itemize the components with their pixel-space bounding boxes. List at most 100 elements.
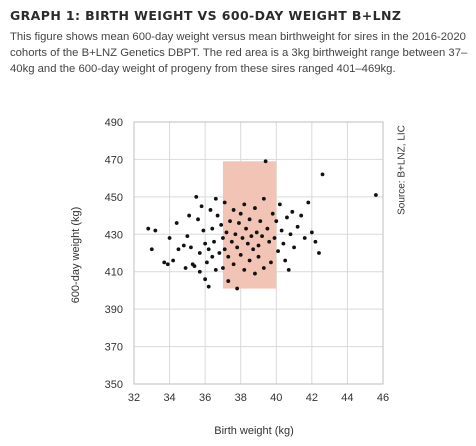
data-point: [247, 258, 252, 263]
y-tick-label: 350: [105, 379, 123, 391]
data-point: [276, 249, 280, 254]
data-point: [292, 245, 296, 250]
data-point: [176, 247, 181, 252]
data-point: [153, 228, 158, 233]
data-point: [235, 286, 240, 291]
data-point: [317, 251, 321, 255]
data-point: [183, 266, 188, 270]
y-tick-label: 470: [105, 154, 123, 166]
data-point: [238, 252, 243, 257]
data-point: [219, 223, 224, 227]
data-point: [242, 202, 247, 207]
plot-border: [133, 121, 384, 385]
data-point: [265, 226, 270, 231]
data-point: [187, 213, 192, 218]
data-point: [269, 260, 273, 265]
data-point: [244, 226, 248, 231]
data-point: [146, 226, 151, 231]
x-tick-label: 40: [270, 392, 282, 404]
data-point: [256, 254, 261, 259]
x-axis-ticks: 32 34 36 38 40 42 44 46: [128, 392, 389, 404]
data-point: [205, 260, 209, 265]
data-point: [228, 219, 232, 224]
y-tick-label: 450: [105, 192, 123, 204]
data-point: [233, 232, 238, 237]
data-point: [221, 236, 225, 240]
data-point: [253, 271, 257, 276]
data-point: [221, 266, 225, 270]
data-point: [224, 230, 229, 235]
data-point: [288, 232, 293, 237]
data-point: [196, 217, 200, 222]
data-point: [373, 193, 378, 197]
data-point: [263, 159, 268, 164]
data-point: [171, 258, 176, 263]
data-point: [270, 211, 275, 216]
data-point: [237, 221, 241, 225]
data-point: [215, 213, 220, 218]
data-point: [201, 228, 206, 233]
data-point: [210, 254, 215, 259]
data-point: [267, 239, 272, 244]
data-point: [238, 211, 243, 216]
data-point: [247, 217, 252, 222]
data-point: [242, 267, 247, 272]
data-point: [258, 219, 263, 224]
x-tick-label: 46: [377, 392, 389, 404]
data-point: [203, 241, 208, 246]
data-point: [261, 196, 266, 201]
data-point: [203, 277, 208, 282]
data-point: [251, 247, 256, 252]
data-point: [197, 251, 202, 255]
data-point: [254, 230, 259, 235]
data-point: [320, 172, 325, 177]
data-point: [231, 208, 236, 212]
data-point: [197, 269, 202, 274]
y-tick-label: 410: [105, 267, 123, 279]
data-point: [283, 258, 288, 263]
data-point: [295, 224, 300, 229]
x-tick-label: 42: [306, 392, 318, 404]
data-point: [199, 204, 204, 209]
x-tick-label: 32: [128, 392, 140, 404]
data-point: [277, 202, 282, 207]
y-tick-label: 390: [105, 304, 123, 316]
data-point: [149, 247, 154, 252]
data-point: [309, 230, 314, 235]
data-point: [167, 236, 172, 240]
data-point: [302, 236, 307, 240]
data-point: [279, 228, 284, 233]
source-note: Source: B+LNZ, LIC: [396, 125, 408, 215]
data-point: [162, 260, 167, 265]
data-point: [226, 254, 231, 259]
data-point: [281, 241, 286, 246]
data-point: [253, 206, 257, 210]
data-point: [245, 241, 250, 246]
data-point: [222, 247, 227, 252]
data-point: [249, 234, 254, 239]
data-point: [222, 200, 227, 205]
data-point: [213, 196, 218, 201]
data-point: [206, 247, 211, 252]
y-axis-ticks: 350 370 390 410 430 450 470 490: [105, 117, 123, 391]
birthweight-range-highlight: [222, 161, 277, 289]
chart-title: GRAPH 1: BIRTH WEIGHT VS 600-DAY WEIGHT …: [10, 8, 402, 23]
data-point: [260, 234, 264, 239]
data-point: [231, 262, 236, 267]
data-point: [185, 234, 190, 239]
data-point: [306, 200, 311, 205]
data-point: [235, 245, 240, 250]
x-tick-label: 34: [163, 392, 175, 404]
data-points: [146, 159, 378, 291]
data-point: [208, 208, 213, 212]
y-axis-label: 600-day weight (kg): [70, 206, 82, 304]
data-point: [290, 209, 295, 214]
x-tick-label: 36: [199, 392, 211, 404]
data-point: [272, 236, 277, 240]
data-point: [313, 239, 318, 244]
data-point: [261, 266, 266, 270]
data-point: [165, 262, 170, 267]
y-tick-label: 430: [105, 229, 123, 241]
data-point: [274, 219, 279, 224]
